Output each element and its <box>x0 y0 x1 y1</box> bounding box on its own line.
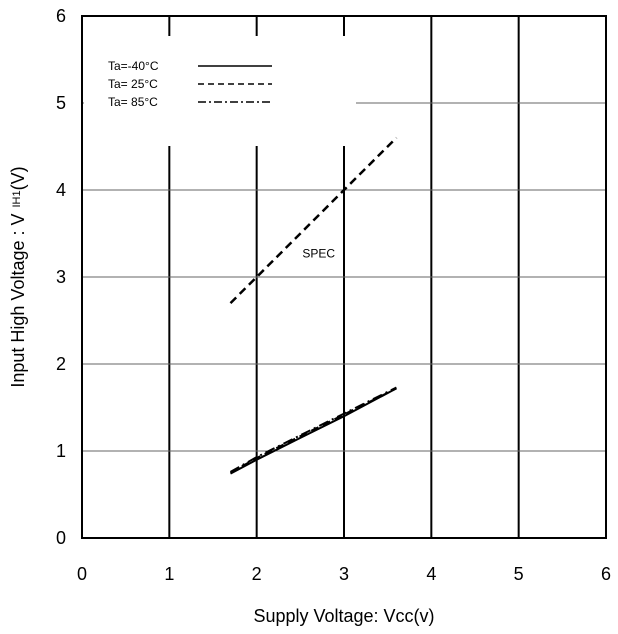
x-tick-label: 0 <box>77 564 87 584</box>
x-axis-title: Supply Voltage: Vcc(v) <box>253 606 434 626</box>
legend-label: Ta= 85°C <box>108 95 158 109</box>
annotation-spec: SPEC <box>302 247 335 261</box>
y-tick-label: 2 <box>56 354 66 374</box>
y-tick-label: 4 <box>56 180 66 200</box>
spec-line <box>229 136 398 304</box>
x-tick-label: 3 <box>339 564 349 584</box>
y-axis-title: Input High Voltage : V IH1(V) <box>8 166 28 387</box>
series-line-2 <box>230 386 397 473</box>
series-layer <box>229 136 398 475</box>
x-tick-label: 5 <box>514 564 524 584</box>
x-tick-label: 4 <box>426 564 436 584</box>
y-tick-label: 1 <box>56 441 66 461</box>
x-tick-label: 1 <box>164 564 174 584</box>
y-tick-label: 0 <box>56 528 66 548</box>
legend-label: Ta= 25°C <box>108 77 158 91</box>
plot-frame <box>81 15 607 539</box>
legend-label: Ta=-40°C <box>108 59 159 73</box>
series-line-0 <box>230 387 397 475</box>
y-axis-title-main: Input High Voltage : V <box>8 214 28 388</box>
y-tick-label: 6 <box>56 6 66 26</box>
y-tick-label: 3 <box>56 267 66 287</box>
legend-background <box>84 36 356 146</box>
y-axis-title-subscript: IH1 <box>11 190 23 207</box>
y-tick-label: 5 <box>56 93 66 113</box>
legend: Ta=-40°C Ta= 25°C Ta= 85°C <box>108 59 272 109</box>
x-tick-label: 6 <box>601 564 611 584</box>
y-axis-title-unit: (V) <box>8 166 28 190</box>
x-tick-label: 2 <box>252 564 262 584</box>
tick-labels: 0 1 2 3 4 5 6 0 1 2 3 4 5 6 <box>56 6 611 584</box>
